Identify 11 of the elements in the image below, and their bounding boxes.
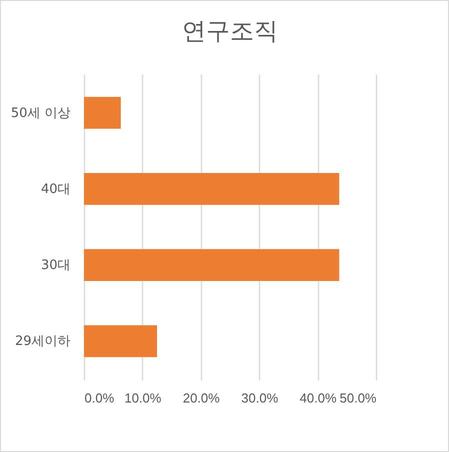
x-tick-label: 40.0% [300, 390, 337, 406]
x-tick-label: 0.0% [84, 390, 115, 406]
y-tick-label: 30대 [40, 258, 70, 274]
y-tick-label: 29세이하 [14, 334, 70, 350]
x-tick-label: 20.0% [182, 390, 220, 406]
chart-title: 연구조직 [182, 17, 278, 45]
x-tick-label: 30.0% [241, 390, 279, 406]
y-tick-label: 40대 [40, 182, 70, 197]
x-tick-label: 10.0% [124, 390, 162, 406]
x-tick-label: 50.0% [340, 390, 377, 406]
y-tick-label: 50세 이상 [10, 106, 70, 121]
